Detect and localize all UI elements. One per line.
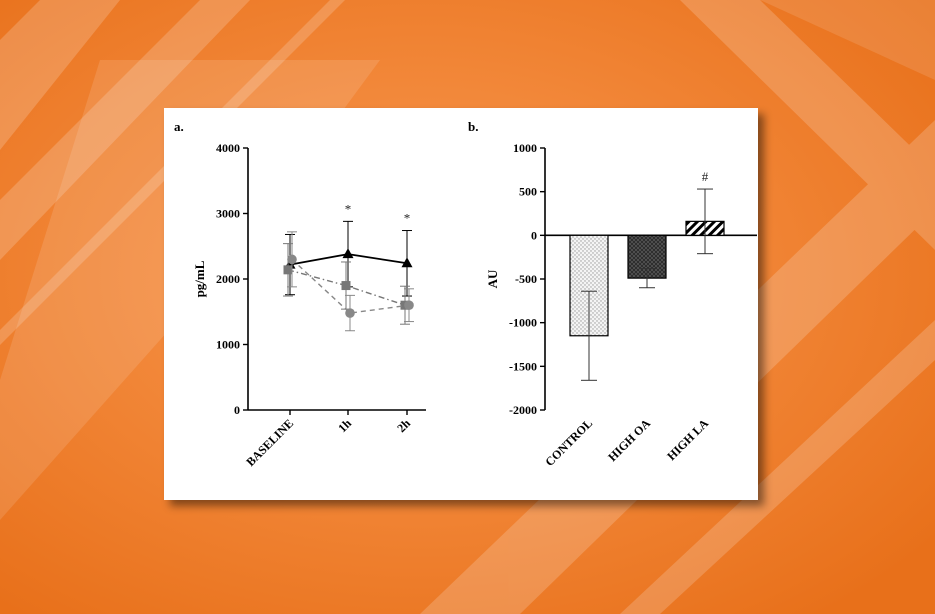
panel-b-significance-marker: # xyxy=(702,169,709,184)
panel-a-point-square xyxy=(341,281,351,291)
panel-b-y-tick-label: -500 xyxy=(515,272,537,286)
panel-a-y-tick-label: 3000 xyxy=(216,207,240,221)
panel-a-x-tick-label: 1h xyxy=(335,416,354,435)
panel-b-y-tick-label: -1000 xyxy=(509,316,537,330)
panel-a-point-circle xyxy=(404,300,414,310)
panel-a-y-tick-label: 0 xyxy=(234,403,240,417)
panel-a-significance-marker: * xyxy=(404,211,411,226)
panel-b-x-tick-label: CONTROL xyxy=(542,416,595,469)
panel-b-y-tick-label: -2000 xyxy=(509,403,537,417)
panel-b-y-tick-label: 0 xyxy=(531,228,537,242)
panel-b-y-tick-label: 1000 xyxy=(513,141,537,155)
panel-a-x-tick-label: 2h xyxy=(394,416,413,435)
panel-a-x-tick-label: BASELINE xyxy=(243,416,296,469)
panel-a-series-line xyxy=(291,258,410,314)
panel-a-line-chart: 0 1000 2000 3000 4000 BASELINE 1h 2h pg/mL * * xyxy=(192,141,426,469)
panel-b-y-tick-label: 500 xyxy=(519,185,537,199)
panel-a-y-tick-label: 4000 xyxy=(216,141,240,155)
panel-b-x-tick-label: HIGH OA xyxy=(605,416,653,464)
panel-a-y-axis-title: pg/mL xyxy=(192,260,207,297)
panel-a-point-triangle xyxy=(342,248,354,259)
panel-b-y-axis-title: AU xyxy=(485,269,500,288)
panel-b-x-tick-label: HIGH LA xyxy=(664,416,711,463)
panel-a-y-tick-label: 2000 xyxy=(216,272,240,286)
panel-a-point-square xyxy=(283,265,293,275)
panel-b-y-tick-label: -1500 xyxy=(509,359,537,373)
panel-b-label: b. xyxy=(468,119,478,134)
panel-a-y-tick-label: 1000 xyxy=(216,338,240,352)
figure-svg: a. b. 0 1000 2000 3000 4000 BASELINE 1h 2h pg/mL… xyxy=(174,119,757,469)
panel-a-point-circle xyxy=(345,308,355,318)
figure-card: a. b. 0 1000 2000 3000 4000 BASELINE 1h 2h pg/mL… xyxy=(164,108,758,500)
panel-a-significance-marker: * xyxy=(345,201,352,216)
panel-a-point-triangle xyxy=(401,257,413,268)
panel-a-label: a. xyxy=(174,119,184,134)
panel-a-point-circle xyxy=(287,254,297,265)
